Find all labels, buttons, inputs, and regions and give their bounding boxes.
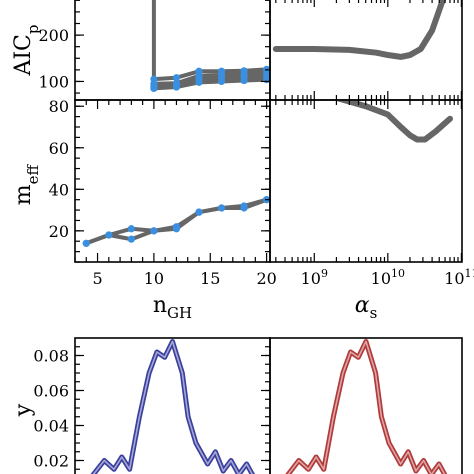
data-point <box>195 208 203 216</box>
panel-middle-left: 20 40 60 80 5 10 15 20 meff nGH <box>11 97 277 322</box>
x-tick-label: 1011 <box>444 267 474 288</box>
data-point <box>127 235 135 243</box>
plot-area <box>285 339 448 474</box>
y-tick-label: 200 <box>38 26 69 45</box>
y-tick-label: 20 <box>49 222 69 241</box>
y-tick-label: 0.06 <box>33 382 69 401</box>
series-line-outer <box>285 339 448 474</box>
series-line-outer <box>90 339 256 474</box>
panel-frame <box>269 99 463 263</box>
series-line <box>322 100 453 143</box>
y-tick-label: 0.08 <box>33 347 69 366</box>
x-tick-label: 1010 <box>371 267 405 288</box>
panel-top-right <box>269 0 463 101</box>
x-axis-label: nGH <box>153 293 192 322</box>
data-point <box>172 83 181 91</box>
x-tick-label: 10 <box>144 269 164 288</box>
panel-middle-right: 109 1010 1011 αs <box>269 99 474 322</box>
plot-area <box>90 339 256 474</box>
panel-bottom-left: 0.02 0.04 0.06 0.08 y <box>11 337 271 474</box>
x-tick-label: 15 <box>200 269 220 288</box>
series-line-inner <box>287 340 446 474</box>
data-point <box>240 204 248 212</box>
data-point <box>195 78 203 86</box>
series-line <box>151 67 269 82</box>
y-tick-label: 0.04 <box>33 417 69 436</box>
plot-area <box>322 100 453 143</box>
data-point <box>172 225 181 233</box>
y-axis-label: AICp <box>11 24 42 76</box>
y-tick-label: 0.02 <box>33 452 69 471</box>
data-point <box>150 84 158 93</box>
y-tick-label: 60 <box>49 139 69 158</box>
panel-bottom-right <box>269 337 463 474</box>
data-point <box>172 74 181 82</box>
data-point <box>263 76 270 84</box>
series-line <box>84 197 269 246</box>
x-axis-label: αs <box>355 293 378 322</box>
series-line-inner <box>92 340 254 474</box>
plot-area <box>150 0 270 93</box>
x-tick-label: 109 <box>301 267 328 288</box>
panel-frame <box>74 337 271 474</box>
data-point <box>240 76 248 85</box>
data-point <box>217 204 226 212</box>
data-point <box>82 239 90 247</box>
panel-frame <box>269 337 463 474</box>
data-point <box>217 77 226 86</box>
data-point <box>105 231 113 239</box>
y-tick-label: 40 <box>49 180 69 199</box>
x-tick-label: 20 <box>256 269 276 288</box>
y-axis-label: y <box>11 403 36 417</box>
series-line <box>151 77 269 91</box>
data-point <box>127 225 135 233</box>
x-tick-label: 5 <box>92 269 102 288</box>
y-tick-label: 80 <box>49 97 69 116</box>
data-point <box>150 227 158 235</box>
plot-area <box>82 196 270 247</box>
series-line <box>272 0 446 60</box>
y-tick-label: 100 <box>38 72 69 91</box>
plot-area <box>272 0 446 60</box>
y-axis-label: meff <box>11 163 42 205</box>
